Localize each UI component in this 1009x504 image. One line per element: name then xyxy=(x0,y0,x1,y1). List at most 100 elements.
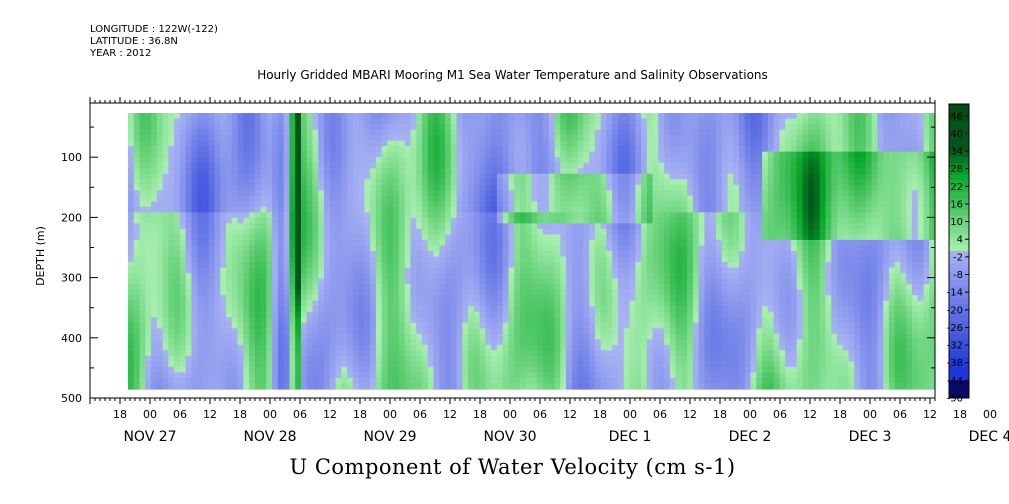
heatmap-cell xyxy=(191,206,198,213)
heatmap-cell xyxy=(450,267,458,274)
heatmap-cell xyxy=(468,118,475,125)
heatmap-cell xyxy=(375,157,383,164)
heatmap-cell xyxy=(756,300,763,307)
heatmap-cell xyxy=(641,168,648,175)
heatmap-cell xyxy=(272,306,279,313)
heatmap-cell xyxy=(617,289,625,296)
heatmap-cell xyxy=(543,162,550,169)
heatmap-cell xyxy=(347,135,354,142)
heatmap-cell xyxy=(162,118,169,125)
heatmap-cell xyxy=(318,278,325,285)
heatmap-cell xyxy=(370,162,377,169)
heatmap-cell xyxy=(485,168,492,175)
heatmap-cell xyxy=(416,118,423,125)
heatmap-cell xyxy=(813,162,821,169)
heatmap-cell xyxy=(744,223,752,230)
heatmap-cell xyxy=(710,201,717,208)
heatmap-cell xyxy=(162,289,169,296)
heatmap-cell xyxy=(375,151,383,158)
heatmap-cell xyxy=(658,289,665,296)
heatmap-cell xyxy=(514,190,521,197)
heatmap-cell xyxy=(364,151,371,158)
heatmap-cell xyxy=(168,168,175,175)
heatmap-cell xyxy=(375,234,383,241)
heatmap-cell xyxy=(785,262,792,269)
heatmap-cell xyxy=(387,118,394,125)
heatmap-cell xyxy=(848,124,855,131)
heatmap-cell xyxy=(393,300,400,307)
heatmap-cell xyxy=(600,184,608,191)
heatmap-cell xyxy=(606,195,613,202)
heatmap-cell xyxy=(635,113,642,120)
heatmap-cell xyxy=(468,113,475,120)
heatmap-cell xyxy=(272,201,279,208)
heatmap-cell xyxy=(266,162,273,169)
heatmap-cell xyxy=(151,289,158,296)
heatmap-cell xyxy=(387,223,394,230)
heatmap-cell xyxy=(508,239,515,247)
heatmap-cell xyxy=(790,206,798,213)
heatmap-cell xyxy=(341,190,348,197)
heatmap-cell xyxy=(220,151,227,158)
heatmap-cell xyxy=(202,135,210,142)
heatmap-cell xyxy=(790,118,798,125)
heatmap-cell xyxy=(848,151,855,158)
heatmap-cell xyxy=(831,289,838,296)
heatmap-cell xyxy=(410,173,417,180)
heatmap-cell xyxy=(525,118,533,125)
heatmap-cell xyxy=(669,289,677,296)
heatmap-cell xyxy=(865,273,873,280)
heatmap-cell xyxy=(548,162,556,169)
heatmap-cell xyxy=(698,113,706,120)
heatmap-cell xyxy=(525,124,533,131)
heatmap-cell xyxy=(842,157,850,164)
heatmap-cell xyxy=(427,157,435,164)
heatmap-cell xyxy=(704,201,711,208)
heatmap-cell xyxy=(473,113,481,120)
heatmap-cell xyxy=(237,168,244,175)
heatmap-cell xyxy=(312,284,319,291)
heatmap-cell xyxy=(560,273,567,280)
heatmap-cell xyxy=(468,245,475,252)
heatmap-cell xyxy=(323,140,331,147)
heatmap-cell xyxy=(848,239,855,247)
heatmap-cell xyxy=(773,179,780,186)
heatmap-cell xyxy=(185,124,192,131)
heatmap-cell xyxy=(375,239,383,247)
heatmap-cell xyxy=(641,278,648,285)
heatmap-cell xyxy=(364,306,371,313)
heatmap-cell xyxy=(571,151,579,158)
heatmap-cell xyxy=(145,212,152,219)
heatmap-cell xyxy=(312,206,319,213)
heatmap-cell xyxy=(174,129,181,136)
heatmap-cell xyxy=(658,140,665,147)
heatmap-cell xyxy=(473,157,481,164)
heatmap-cell xyxy=(929,195,935,202)
heatmap-cell xyxy=(577,195,584,202)
heatmap-cell xyxy=(364,168,371,175)
heatmap-cell xyxy=(871,162,878,169)
heatmap-cell xyxy=(456,146,463,153)
heatmap-cell xyxy=(906,228,913,236)
heatmap-cell xyxy=(848,267,855,274)
heatmap-cell xyxy=(352,234,360,241)
heatmap-cell xyxy=(612,206,619,213)
heatmap-cell xyxy=(785,173,792,180)
heatmap-cell xyxy=(404,162,412,169)
heatmap-cell xyxy=(416,124,423,131)
heatmap-cell xyxy=(790,256,798,263)
heatmap-cell xyxy=(139,234,146,241)
heatmap-cell xyxy=(341,256,348,263)
heatmap-cell xyxy=(468,228,475,236)
heatmap-cell xyxy=(254,206,262,213)
heatmap-cell xyxy=(496,146,504,153)
heatmap-cell xyxy=(813,184,821,191)
heatmap-cell xyxy=(623,113,631,120)
heatmap-cell xyxy=(473,289,481,296)
heatmap-cell xyxy=(404,256,412,263)
heatmap-cell xyxy=(128,245,135,252)
heatmap-cell xyxy=(168,179,175,186)
heatmap-cell xyxy=(658,306,665,313)
heatmap-cell xyxy=(404,284,412,291)
heatmap-cell xyxy=(715,168,723,175)
